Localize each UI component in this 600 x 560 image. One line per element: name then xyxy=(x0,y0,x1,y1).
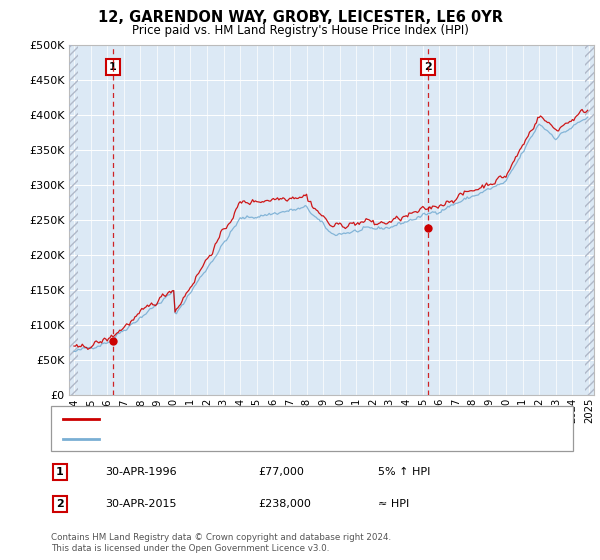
Text: 2: 2 xyxy=(56,499,64,509)
Text: 12, GARENDON WAY, GROBY, LEICESTER, LE6 0YR (detached house): 12, GARENDON WAY, GROBY, LEICESTER, LE6 … xyxy=(105,413,460,423)
Text: 1: 1 xyxy=(56,467,64,477)
Bar xyxy=(69,45,78,395)
Text: Contains HM Land Registry data © Crown copyright and database right 2024.
This d: Contains HM Land Registry data © Crown c… xyxy=(51,533,391,553)
Text: ≈ HPI: ≈ HPI xyxy=(378,499,409,509)
Text: 2: 2 xyxy=(424,62,432,72)
Text: £238,000: £238,000 xyxy=(258,499,311,509)
Text: £77,000: £77,000 xyxy=(258,467,304,477)
Text: 12, GARENDON WAY, GROBY, LEICESTER, LE6 0YR: 12, GARENDON WAY, GROBY, LEICESTER, LE6 … xyxy=(97,10,503,25)
Bar xyxy=(585,45,595,395)
Text: Price paid vs. HM Land Registry's House Price Index (HPI): Price paid vs. HM Land Registry's House … xyxy=(131,24,469,36)
Text: 30-APR-2015: 30-APR-2015 xyxy=(105,499,176,509)
Text: 1: 1 xyxy=(109,62,116,72)
Text: 5% ↑ HPI: 5% ↑ HPI xyxy=(378,467,430,477)
Text: 30-APR-1996: 30-APR-1996 xyxy=(105,467,176,477)
Text: HPI: Average price, detached house, Hinckley and Bosworth: HPI: Average price, detached house, Hinc… xyxy=(105,434,418,444)
